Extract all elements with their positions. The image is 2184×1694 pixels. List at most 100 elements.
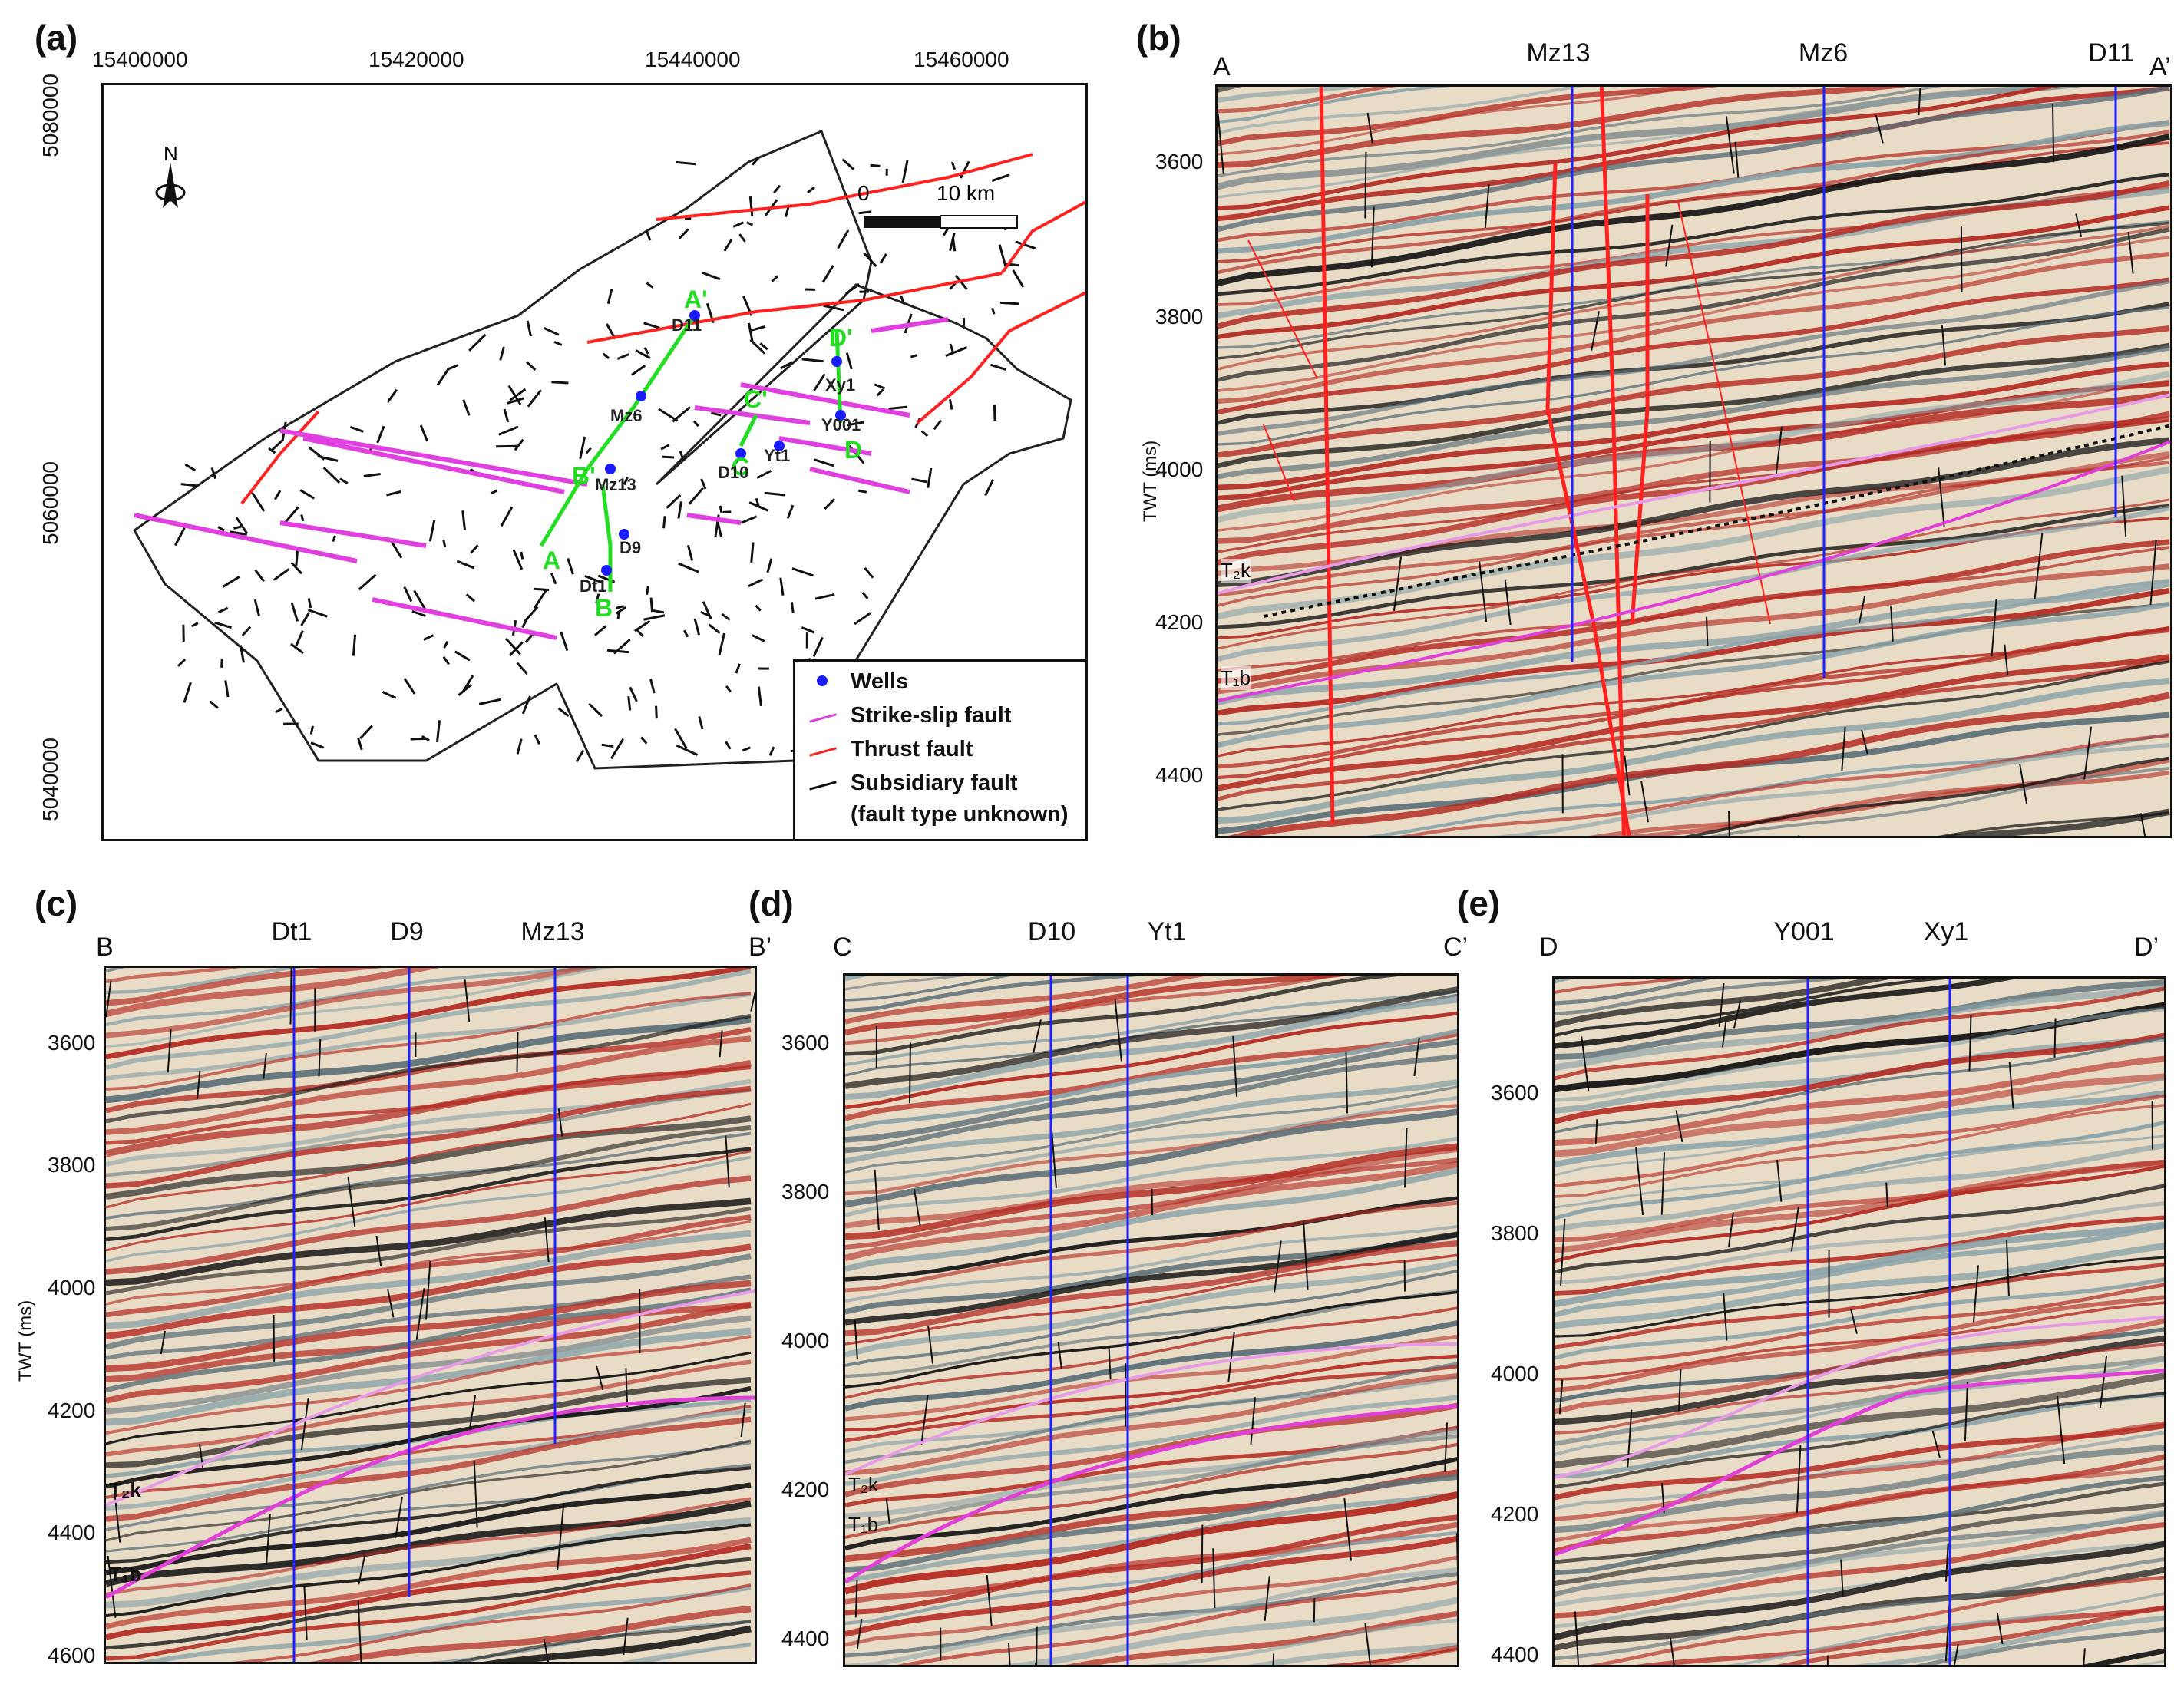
- seismic-section-b: T₂k T₁b: [1215, 84, 2172, 838]
- panel-d-letter: (d): [748, 883, 794, 923]
- y-tick: 4200: [781, 1478, 830, 1501]
- well-name: D10: [1027, 917, 1076, 946]
- legend-label: Wells: [851, 669, 909, 694]
- legend-item: (fault type unknown): [795, 800, 1085, 829]
- well-dot: [619, 529, 629, 540]
- section-end-left: D: [1539, 933, 1558, 962]
- horizon-label-t2k: T₂k: [109, 1478, 141, 1501]
- well-dot: [601, 565, 612, 576]
- y-tick: 3600: [781, 1031, 830, 1055]
- panel-e-letter: (e): [1457, 883, 1501, 923]
- well-label: D9: [620, 538, 641, 557]
- legend-item: Thrust fault: [795, 732, 1085, 766]
- map-x-tick: 15440000: [645, 48, 741, 71]
- well-name: Yt1: [1147, 917, 1187, 946]
- well-name: Mz13: [1526, 38, 1591, 68]
- y-tick: 3800: [48, 1153, 96, 1177]
- horizon-label-t2k: T₂k: [1221, 559, 1251, 583]
- panel-c-letter: (c): [35, 883, 78, 923]
- horizon-label-t1b: T₁b: [848, 1513, 879, 1536]
- map-x-tick: 15400000: [92, 48, 188, 71]
- y-tick: 4400: [1491, 1643, 1539, 1666]
- seismic-section-e: [1552, 976, 2166, 1667]
- well-dot: [636, 391, 646, 401]
- well-dots: [601, 310, 846, 576]
- north-arrow-icon: [155, 162, 186, 208]
- well-dot: [774, 441, 785, 451]
- well-label: Xy1: [825, 375, 855, 395]
- line-b-prime-label: B': [572, 462, 596, 490]
- well-name: D11: [2088, 38, 2134, 68]
- line-a-label: A: [543, 547, 560, 574]
- y-tick: 4200: [1155, 610, 1204, 634]
- well-dot: [735, 448, 746, 459]
- scale-bar: 0 10 km: [857, 181, 1018, 229]
- horizon-t2k: [845, 1342, 1457, 1476]
- section-end-right: C’: [1443, 933, 1469, 962]
- well-dot: [605, 464, 616, 474]
- y-tick: 4200: [1491, 1502, 1539, 1526]
- well-name: Xy1: [1923, 917, 1969, 946]
- panel-a-letter: (a): [35, 18, 78, 58]
- y-tick: 3600: [1491, 1081, 1539, 1105]
- y-tick: 3800: [1491, 1221, 1539, 1245]
- horizon-label-t2k: T₂k: [848, 1473, 878, 1496]
- well-name: Mz6: [1798, 38, 1849, 68]
- horizon-t2k: [1555, 1315, 2164, 1479]
- y-tick: 3800: [1155, 305, 1204, 329]
- section-lines: [539, 314, 843, 592]
- horizon-t1b: [1218, 440, 2170, 702]
- map-y-tick: 5060000: [38, 461, 62, 545]
- scale-zero: 0: [857, 181, 870, 205]
- map-y-tick: 5080000: [38, 73, 62, 157]
- section-end-right: B’: [748, 933, 772, 962]
- well-label: Yt1: [764, 446, 790, 465]
- well-label: Mz13: [595, 475, 636, 494]
- thrust-faults: [240, 153, 1085, 505]
- strike-slip-faults: [134, 317, 949, 640]
- legend-label: Subsidiary fault: [851, 770, 1018, 795]
- horizon-label-t1b: T₁b: [1221, 666, 1251, 690]
- map-frame: N 0 10 km A' A B' B C' C D' D D11 Mz6 Mz…: [101, 83, 1088, 841]
- legend-item: Strike-slip fault: [795, 698, 1085, 732]
- horizon-t2k: [1218, 393, 2170, 595]
- panel-b-letter: (b): [1136, 18, 1181, 58]
- line-c-label: C: [732, 453, 749, 480]
- legend-label: Thrust fault: [851, 736, 973, 761]
- y-tick: 4600: [48, 1643, 96, 1667]
- well-label: Dt1: [580, 576, 606, 596]
- y-tick: 4200: [48, 1398, 96, 1422]
- horizon-t1b: [845, 1404, 1457, 1584]
- y-axis-label: TWT (ms): [15, 1299, 36, 1382]
- horizon-label-t1b: T₁b: [109, 1563, 142, 1586]
- y-tick: 4000: [781, 1329, 830, 1352]
- horizon-t1b: [106, 1395, 755, 1600]
- line-b-label: B: [595, 594, 613, 622]
- thrust-faults: [1319, 87, 1650, 836]
- well-dot: [831, 356, 842, 367]
- y-tick: 4400: [1155, 763, 1204, 787]
- section-end-right: A’: [2149, 52, 2171, 81]
- y-tick: 3600: [48, 1031, 96, 1055]
- legend-label-2: (fault type unknown): [851, 801, 1069, 827]
- legend-item: Wells: [795, 665, 1085, 698]
- well-name: Y001: [1773, 917, 1835, 946]
- line-a-prime-label: A': [684, 286, 708, 313]
- y-tick: 4400: [48, 1521, 96, 1544]
- map-x-tick: 15420000: [368, 48, 464, 71]
- scale-end: 10 km: [937, 181, 995, 205]
- well-label: D11: [672, 315, 702, 335]
- map-legend: Wells Strike-slip fault Thrust fault Sub…: [793, 659, 1085, 839]
- legend-item: Subsidiary fault: [795, 766, 1085, 800]
- y-tick: 3800: [781, 1180, 830, 1204]
- line-d-prime-label: D': [829, 324, 853, 352]
- well-label: Y001: [821, 415, 861, 434]
- well-name: Dt1: [271, 917, 312, 946]
- section-end-left: A: [1213, 52, 1231, 81]
- y-tick: 3600: [1155, 150, 1204, 173]
- subsidiary-faults: [174, 157, 1036, 763]
- section-end-left: C: [833, 933, 852, 962]
- y-tick: 4000: [1155, 457, 1204, 481]
- well-dot: [835, 410, 846, 421]
- horizon-t1b: [1555, 1369, 2164, 1557]
